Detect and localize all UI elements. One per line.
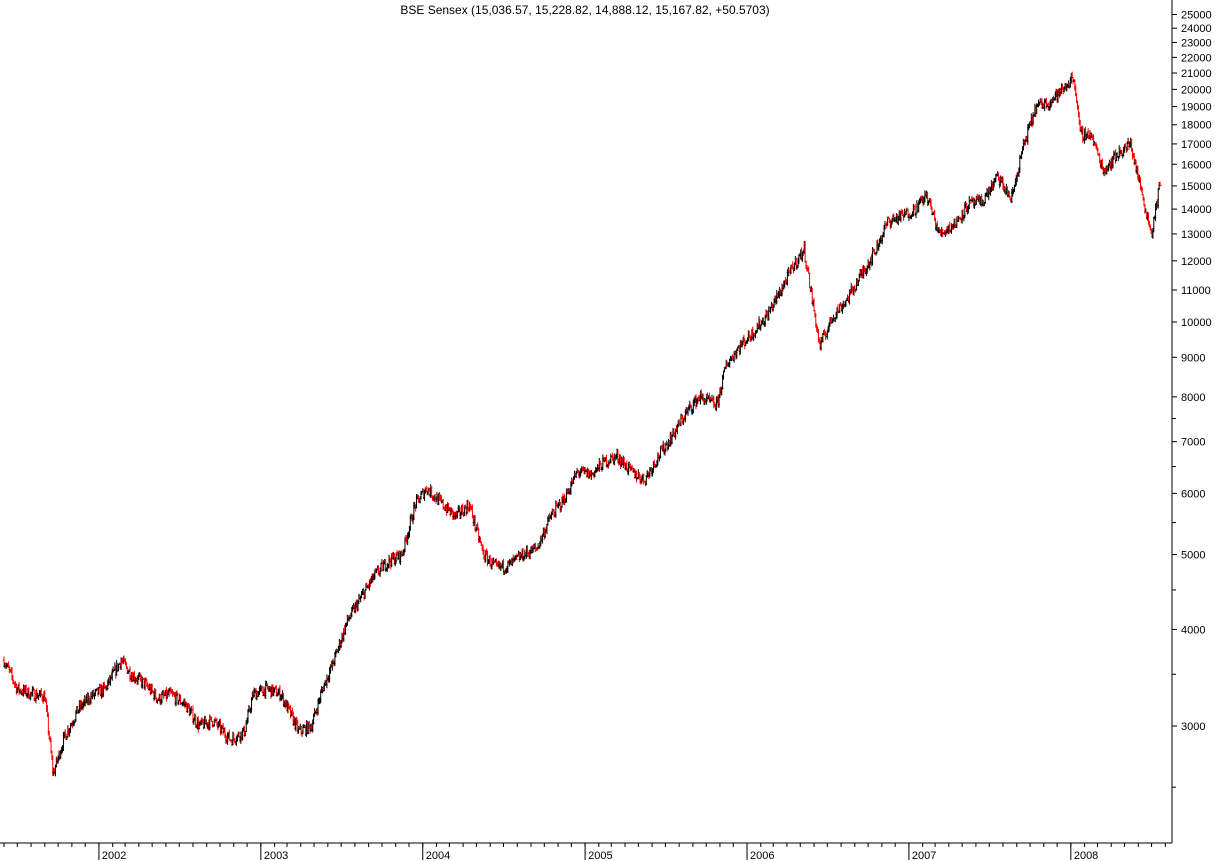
- price-bars: [2, 71, 1162, 777]
- chart-title: BSE Sensex (15,036.57, 15,228.82, 14,888…: [400, 3, 769, 17]
- ohlc-bar: [808, 272, 812, 289]
